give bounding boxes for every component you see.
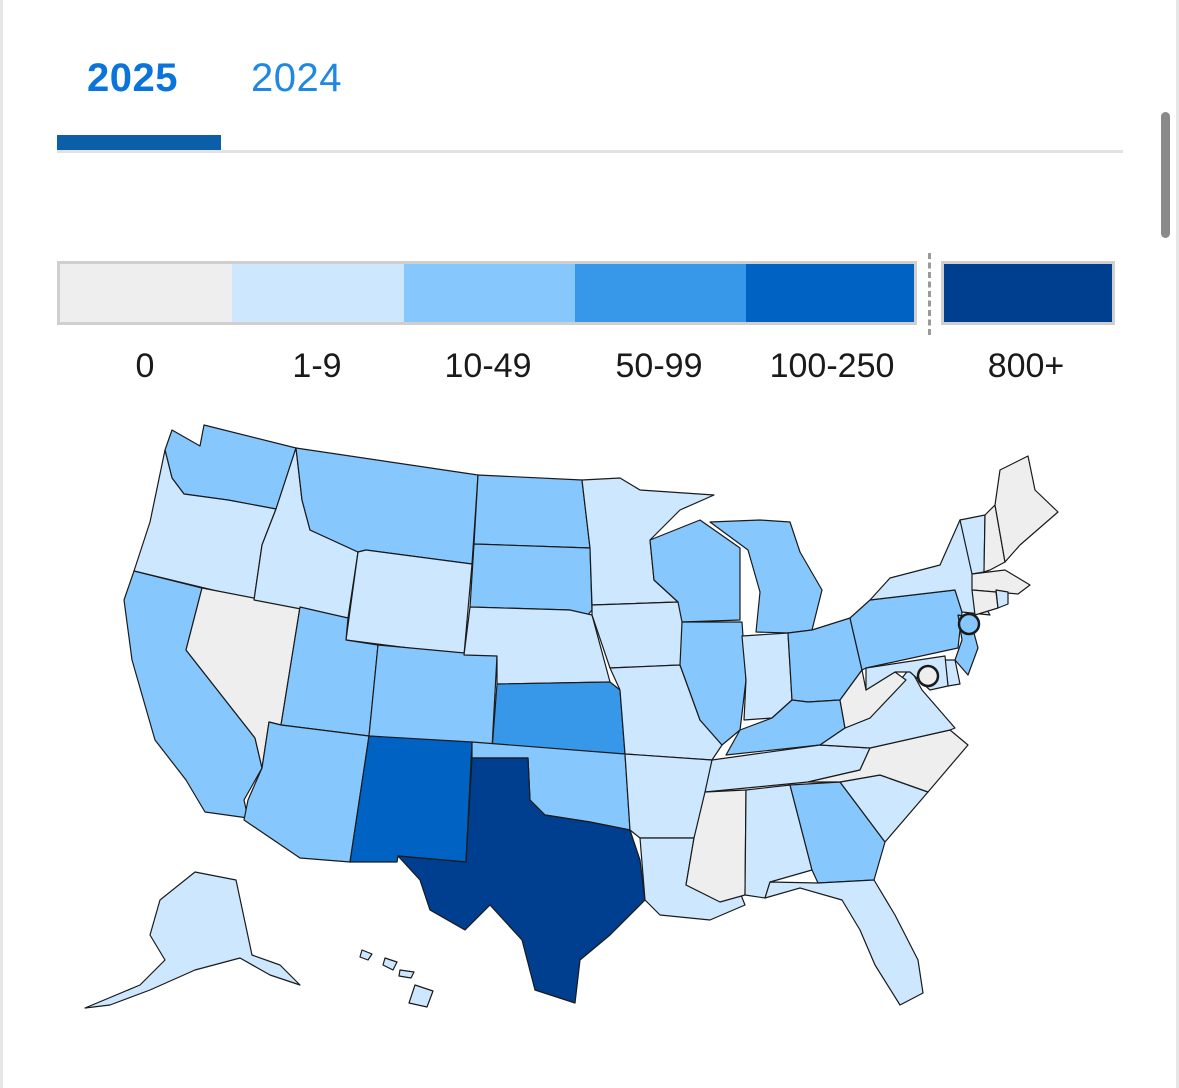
state-WY[interactable] bbox=[345, 549, 473, 656]
legend-swatch-100-250 bbox=[746, 263, 914, 324]
legend-label-10-49: 10-49 bbox=[444, 347, 532, 385]
state-RI[interactable] bbox=[995, 589, 1009, 609]
state-TX[interactable] bbox=[397, 757, 646, 1004]
nyc-marker[interactable] bbox=[957, 612, 981, 636]
legend-break-divider bbox=[928, 253, 931, 335]
state-ME[interactable] bbox=[994, 455, 1059, 563]
state-AK[interactable] bbox=[84, 871, 301, 1009]
legend-swatch-10-49 bbox=[404, 263, 575, 324]
legend-label-0: 0 bbox=[135, 347, 155, 385]
legend-label-800-plus: 800+ bbox=[987, 347, 1065, 385]
state-NC[interactable] bbox=[807, 729, 969, 793]
state-FL[interactable] bbox=[764, 879, 924, 1006]
year-tabs: 2025 2024 bbox=[57, 40, 1123, 154]
state-IL[interactable] bbox=[679, 621, 747, 746]
tab-2024[interactable]: 2024 bbox=[251, 56, 342, 100]
state-HI[interactable] bbox=[359, 949, 434, 1008]
scrollbar-thumb[interactable] bbox=[1161, 112, 1170, 238]
state-CT[interactable] bbox=[971, 589, 999, 616]
us-map-svg bbox=[84, 424, 1059, 1009]
legend-label-50-99: 50-99 bbox=[615, 347, 703, 385]
state-NH[interactable] bbox=[983, 504, 1006, 573]
legend-swatch-50-99 bbox=[575, 263, 746, 324]
frame-right-edge bbox=[1176, 0, 1179, 1088]
legend-swatch-0 bbox=[60, 263, 232, 324]
state-KS[interactable] bbox=[491, 681, 626, 755]
active-tab-indicator bbox=[57, 135, 221, 151]
state-NM[interactable] bbox=[349, 735, 473, 863]
state-SD[interactable] bbox=[469, 543, 593, 618]
frame-left-edge bbox=[0, 0, 3, 1088]
us-choropleth-map bbox=[80, 420, 1070, 1020]
legend-label-100-250: 100-250 bbox=[769, 347, 895, 385]
legend-swatch-1-9 bbox=[232, 263, 404, 324]
state-ND[interactable] bbox=[473, 474, 591, 549]
state-WV[interactable] bbox=[839, 669, 907, 729]
dc-marker[interactable] bbox=[916, 664, 940, 688]
tab-2025[interactable]: 2025 bbox=[87, 56, 178, 100]
legend-label-1-9: 1-9 bbox=[292, 347, 342, 385]
state-MA[interactable] bbox=[971, 569, 1031, 595]
map-legend: 0 1-9 10-49 50-99 100-250 800+ bbox=[57, 253, 1117, 391]
legend-swatch-800-plus bbox=[944, 263, 1112, 324]
state-WI[interactable] bbox=[649, 519, 741, 623]
state-CO[interactable] bbox=[368, 644, 498, 749]
tab-divider-line bbox=[57, 150, 1123, 153]
